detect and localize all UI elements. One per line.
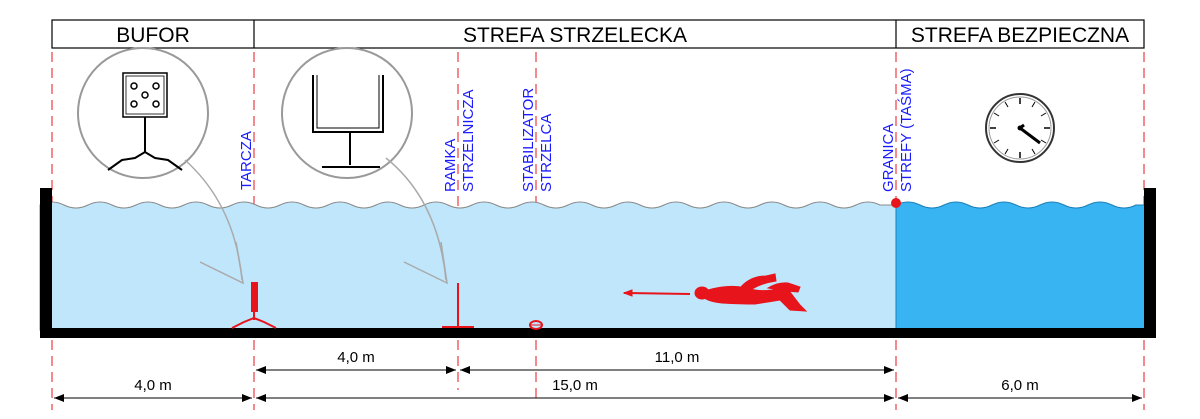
boundary-label-line2: STREFY (TAŚMA) [897,68,915,192]
dim-buffer: 4,0 m [134,377,172,394]
boundary-marker [891,198,901,208]
zone-buffer-label: BUFOR [116,24,190,47]
frame-marker [442,283,474,328]
dim-target-to-frame: 4,0 m [337,349,375,366]
stabilizer-label-line1: STABILIZATOR [520,88,537,192]
stabilizer-marker [529,320,543,330]
vertical-labels: TARCZA RAMKA STRZELNICZA STABILIZATOR ST… [238,68,915,192]
pool-water [39,201,1147,331]
frame-label-line2: STRZELNICZA [460,89,477,192]
target-icon [77,47,209,179]
dim-safe-zone: 6,0 m [1001,377,1039,394]
dim-frame-to-boundary: 11,0 m [655,349,700,366]
clock-icon [985,93,1055,163]
dim-shooting-zone: 15,0 m [552,377,598,394]
pool-walls [40,188,1156,338]
stabilizer-label-line2: STRZELCA [538,114,555,192]
frame-label-line1: RAMKA [442,139,459,192]
target-label: TARCZA [238,131,255,190]
boundary-label-line1: GRANICA [880,124,897,192]
zone-header: BUFOR STREFA STRZELECKA STREFA BEZPIECZN… [51,19,1145,49]
spearfisher-icon [622,273,808,312]
dimension-labels: 4,0 m 11,0 m 4,0 m 15,0 m 6,0 m [134,349,1039,394]
target-marker [231,282,277,329]
shooting-frame-icon [281,47,413,179]
leader-arrow-icon [184,157,448,285]
zone-shooting-label: STREFA STRZELECKA [463,24,687,47]
zone-safe-label: STREFA BEZPIECZNA [911,24,1129,47]
dimension-lines [54,366,1142,402]
